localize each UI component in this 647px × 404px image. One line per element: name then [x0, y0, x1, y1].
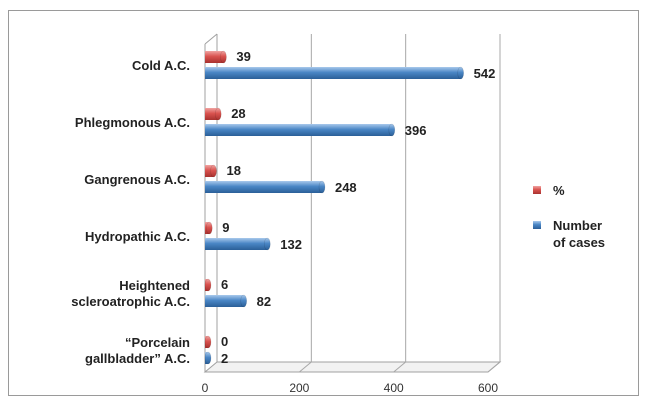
bar-number-of-cases — [205, 123, 396, 137]
bars: 39 542 28 396 18 248 9 132 6 82 0 2 — [204, 49, 496, 366]
category-label-line: “Porcelain — [125, 335, 190, 350]
legend-item-number-of-cases: Number of cases — [533, 218, 605, 250]
category-label: Gangrenous A.C. — [84, 172, 190, 187]
category-label: Cold A.C. — [132, 58, 190, 73]
chart-floor — [203, 33, 502, 373]
bar-percent — [205, 164, 217, 178]
bar-number-of-cases-cap — [263, 237, 271, 251]
bar-percent-cap — [220, 50, 227, 64]
gridlines — [299, 34, 501, 373]
bar-number-of-cases-body — [205, 238, 268, 250]
data-label-percent: 18 — [226, 163, 240, 178]
bar-percent-cap — [204, 278, 212, 292]
category-labels: Cold A.C. Phlegmonous A.C. Gangrenous A.C.… — [71, 58, 190, 366]
category-label: Phlegmonous A.C. — [75, 115, 190, 130]
legend-swatch — [533, 221, 541, 229]
bar-number-of-cases-cap — [240, 294, 247, 308]
bar-number-of-cases-cap — [318, 180, 326, 194]
data-label-percent: 6 — [221, 277, 228, 292]
bar-number-of-cases — [205, 294, 247, 308]
category-label-line: Gangrenous A.C. — [84, 172, 190, 187]
data-label-number-of-cases: 248 — [335, 180, 357, 195]
x-tick-labels: 0 200 400 600 — [202, 381, 499, 395]
gridline-floor — [487, 361, 501, 373]
bar-percent-body — [205, 51, 224, 63]
bar-percent-cap — [214, 107, 222, 121]
category-label: Hydropathic A.C. — [85, 229, 190, 244]
data-label-number-of-cases: 396 — [405, 123, 427, 138]
bar-number-of-cases — [205, 66, 464, 80]
data-label-percent: 9 — [222, 220, 229, 235]
legend-label: Number of cases — [553, 218, 605, 250]
bar-percent — [205, 107, 222, 121]
bar-number-of-cases-body — [205, 67, 461, 79]
category-label: “Porcelain gallbladder” A.C. — [85, 335, 190, 366]
gridline-floor — [393, 361, 406, 373]
legend-label-line: of cases — [553, 235, 605, 250]
x-tick-label: 600 — [478, 381, 498, 395]
category-label-line: gallbladder” A.C. — [85, 351, 190, 366]
category-label: Heightened scleroatrophic A.C. — [71, 278, 190, 309]
legend: % Number of cases — [533, 183, 605, 250]
floor-plane — [203, 361, 502, 373]
bar-number-of-cases-body — [205, 295, 244, 307]
x-tick-label: 200 — [289, 381, 309, 395]
category-label-line: Cold A.C. — [132, 58, 190, 73]
x-tick-label: 0 — [202, 381, 209, 395]
bar-number-of-cases-cap — [457, 66, 464, 80]
bar-percent-body — [205, 165, 214, 177]
x-tick-label: 400 — [384, 381, 404, 395]
bar-percent-cap — [204, 335, 212, 349]
bar-percent — [204, 335, 212, 349]
data-label-percent: 39 — [236, 49, 250, 64]
bar-percent-body — [205, 108, 219, 120]
bar-percent-cap — [210, 164, 217, 178]
left-wall-top — [204, 33, 218, 45]
gridline-floor — [299, 361, 312, 373]
bar-number-of-cases-cap — [388, 123, 396, 137]
bar-percent — [204, 278, 212, 292]
legend-item-percent: % — [533, 183, 565, 198]
data-label-number-of-cases: 542 — [474, 66, 496, 81]
legend-label-line: % — [553, 183, 565, 198]
category-label-line: Phlegmonous A.C. — [75, 115, 190, 130]
bar-percent — [205, 50, 227, 64]
bar-number-of-cases-body — [205, 124, 392, 136]
legend-swatch — [533, 186, 541, 194]
category-label-line: Hydropathic A.C. — [85, 229, 190, 244]
bar-number-of-cases — [205, 237, 271, 251]
category-label-line: Heightened — [119, 278, 190, 293]
legend-label: % — [553, 183, 565, 198]
legend-label-line: Number — [553, 218, 602, 233]
bar-number-of-cases-body — [205, 181, 322, 193]
category-label-line: scleroatrophic A.C. — [71, 294, 190, 309]
data-label-number-of-cases: 2 — [221, 351, 228, 366]
data-label-number-of-cases: 82 — [257, 294, 271, 309]
data-label-number-of-cases: 132 — [280, 237, 302, 252]
data-label-percent: 0 — [221, 334, 228, 349]
data-label-percent: 28 — [231, 106, 245, 121]
bar-number-of-cases-cap — [204, 351, 212, 365]
bar-percent-cap — [205, 221, 213, 235]
bar-number-of-cases — [205, 180, 326, 194]
bar-number-of-cases — [204, 351, 212, 365]
bar-percent — [205, 221, 213, 235]
